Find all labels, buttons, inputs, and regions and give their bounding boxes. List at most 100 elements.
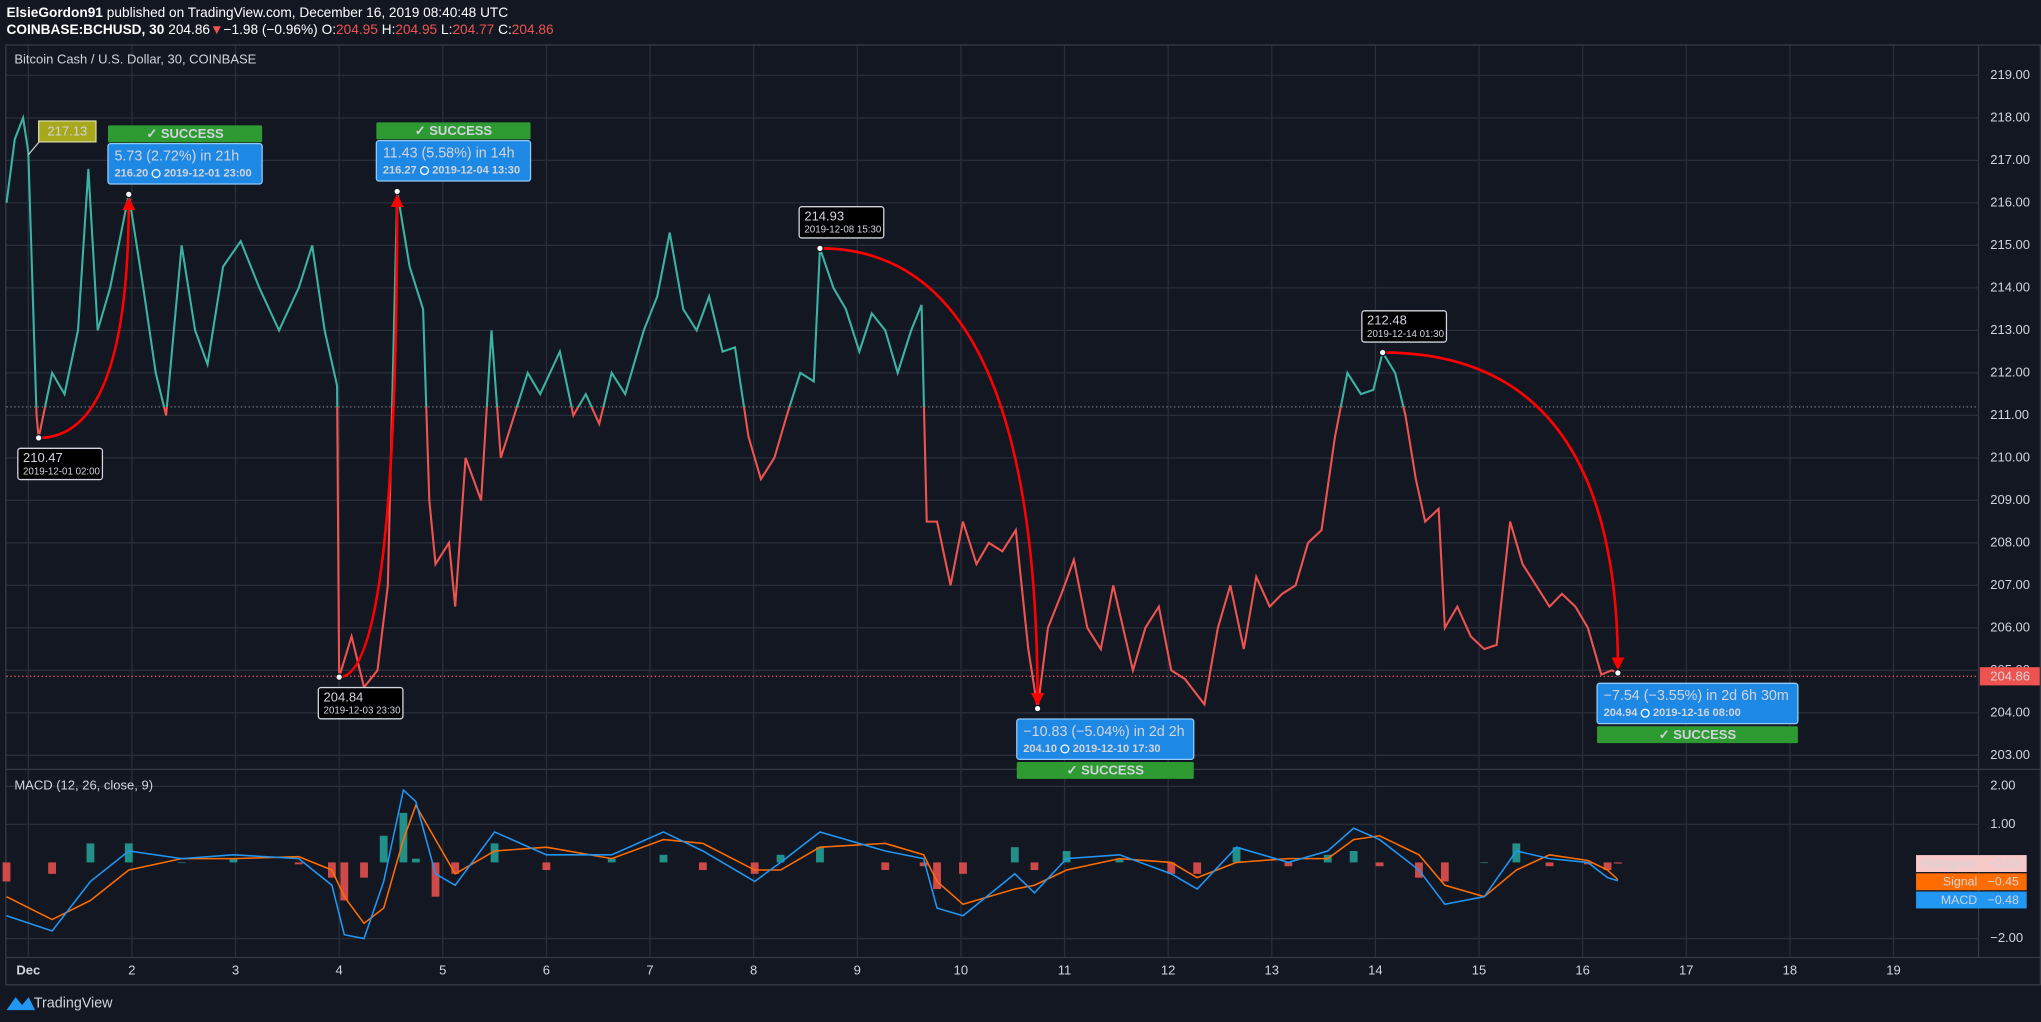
target-summary: 5.73 (2.72%) in 21h [114, 148, 239, 164]
target-summary: −10.83 (−5.04%) in 2d 2h [1023, 724, 1184, 740]
start-label-value: 204.84 [324, 689, 364, 704]
start-label-date: 2019-12-08 15:30 [804, 225, 882, 236]
histogram-bar [294, 862, 303, 865]
x-tick-label: 18 [1783, 963, 1797, 978]
histogram-bar [1603, 862, 1612, 871]
target-price: 216.27 [383, 165, 417, 177]
y-tick-label: 217.00 [1990, 152, 2030, 167]
legend-value: −0.45 [1988, 875, 2019, 889]
x-tick-label: 19 [1886, 963, 1900, 978]
price-tag-box [38, 120, 97, 143]
start-label-box [17, 447, 104, 481]
legend-tag [1916, 873, 2027, 891]
histogram-bar [490, 843, 499, 863]
price-chart-title: Bitcoin Cash / U.S. Dollar, 30, COINBASE [14, 51, 256, 66]
y-tick-label: 214.00 [1990, 279, 2030, 294]
projection-start [1378, 348, 1387, 357]
x-tick-label: 7 [646, 963, 653, 978]
y-tick-label: 207.00 [1990, 577, 2030, 592]
histogram-bar [776, 854, 785, 863]
histogram-bar [933, 862, 941, 890]
x-tick-label: 10 [954, 963, 968, 978]
y-tick-label: 206.00 [1990, 619, 2030, 634]
histogram-bar [340, 862, 349, 901]
projection-arc [339, 194, 404, 679]
histogram-bar [431, 862, 440, 897]
status-label: ✓ SUCCESS [415, 123, 493, 138]
histogram-bar [451, 862, 460, 874]
macd-line [6, 803, 1619, 925]
histogram-bar [1613, 862, 1622, 864]
ohlc-key: C: [498, 22, 512, 37]
projection-arc [1382, 351, 1625, 671]
x-tick-label: 5 [439, 963, 446, 978]
y-tick-label: 204.00 [1990, 704, 2030, 719]
projection-start [34, 433, 43, 442]
y-tick-label: 216.00 [1990, 194, 2030, 209]
status-box [1597, 726, 1798, 744]
brand-logo [6, 997, 36, 1011]
author: ElsieGordon91 [7, 5, 104, 20]
status-label: ✓ SUCCESS [146, 126, 224, 141]
status-box [107, 125, 263, 143]
ohlc-key: O: [322, 22, 336, 37]
projection-start [335, 673, 344, 682]
histogram-bar [659, 854, 668, 863]
target-price: 216.20 [114, 167, 148, 179]
header-line-1: ElsieGordon91 published on TradingView.co… [7, 5, 509, 20]
histogram-bar [1284, 862, 1293, 867]
histogram-bar [1115, 858, 1124, 863]
clock-icon [1640, 708, 1650, 718]
x-tick-label: 12 [1161, 963, 1175, 978]
histogram-bar [607, 858, 616, 863]
start-label-value: 212.48 [1367, 313, 1407, 328]
target-box [1596, 682, 1799, 725]
start-label-date: 2019-12-14 01:30 [1367, 329, 1445, 340]
start-label-box [317, 686, 404, 720]
symbol: COINBASE:BCHUSD, 30 [7, 22, 165, 37]
x-tick-label: 16 [1575, 963, 1589, 978]
legend-name: MACD [1941, 893, 1977, 907]
histogram-bar [816, 847, 824, 863]
histogram-bar [1480, 862, 1489, 864]
y-tick-label: 213.00 [1990, 322, 2030, 337]
histogram-bar [1512, 843, 1521, 863]
legend-value: −0.03 [1988, 856, 2019, 870]
histogram-bar [124, 843, 133, 863]
projection-start [816, 244, 824, 253]
target-summary: 11.43 (5.58%) in 14h [383, 145, 515, 161]
status-box [1016, 761, 1194, 779]
x-tick-label: 9 [854, 963, 861, 978]
clock-icon [419, 166, 430, 176]
y-tick-label: 211.00 [1990, 407, 2029, 422]
y-tick-label: 208.00 [1990, 534, 2030, 549]
histogram-bar [1167, 862, 1176, 874]
projection-end [393, 187, 402, 196]
histogram-bar [379, 835, 388, 863]
last-price-tag [1979, 667, 2040, 686]
x-tick-label: Dec [16, 963, 40, 978]
x-tick-label: 3 [232, 963, 239, 978]
histogram-bar [411, 858, 420, 863]
histogram-bar [542, 862, 551, 871]
legend-name: Histogram [1921, 856, 1977, 870]
chart-layer: Dec 2 3 4 5 6 7 8 9 10 11 12 13 14 15 16 17 18 19 203.00 204… [2, 45, 2040, 978]
legend-value: −0.48 [1988, 893, 2019, 907]
histogram-bar [698, 862, 707, 871]
target-price: 204.10 [1023, 743, 1057, 755]
x-tick-label: 17 [1679, 963, 1693, 978]
histogram-bar [229, 858, 238, 863]
histogram-bar [959, 862, 967, 874]
x-tick-label: 4 [336, 963, 343, 978]
histogram-bar [360, 862, 368, 878]
x-tick-label: 2 [128, 963, 135, 978]
projection-end [1033, 704, 1042, 713]
ohlc-value: 204.95 [395, 22, 437, 37]
y-tick-label: 215.00 [1990, 237, 2030, 252]
y-tick-label: 212.00 [1990, 364, 2030, 379]
status-box [376, 122, 531, 140]
last-price-label: 204.86 [1990, 668, 2030, 683]
brand[interactable]: TradingView [34, 995, 113, 1011]
histogram-bar [1010, 847, 1019, 863]
ohlc-value: 204.86 [512, 22, 554, 37]
